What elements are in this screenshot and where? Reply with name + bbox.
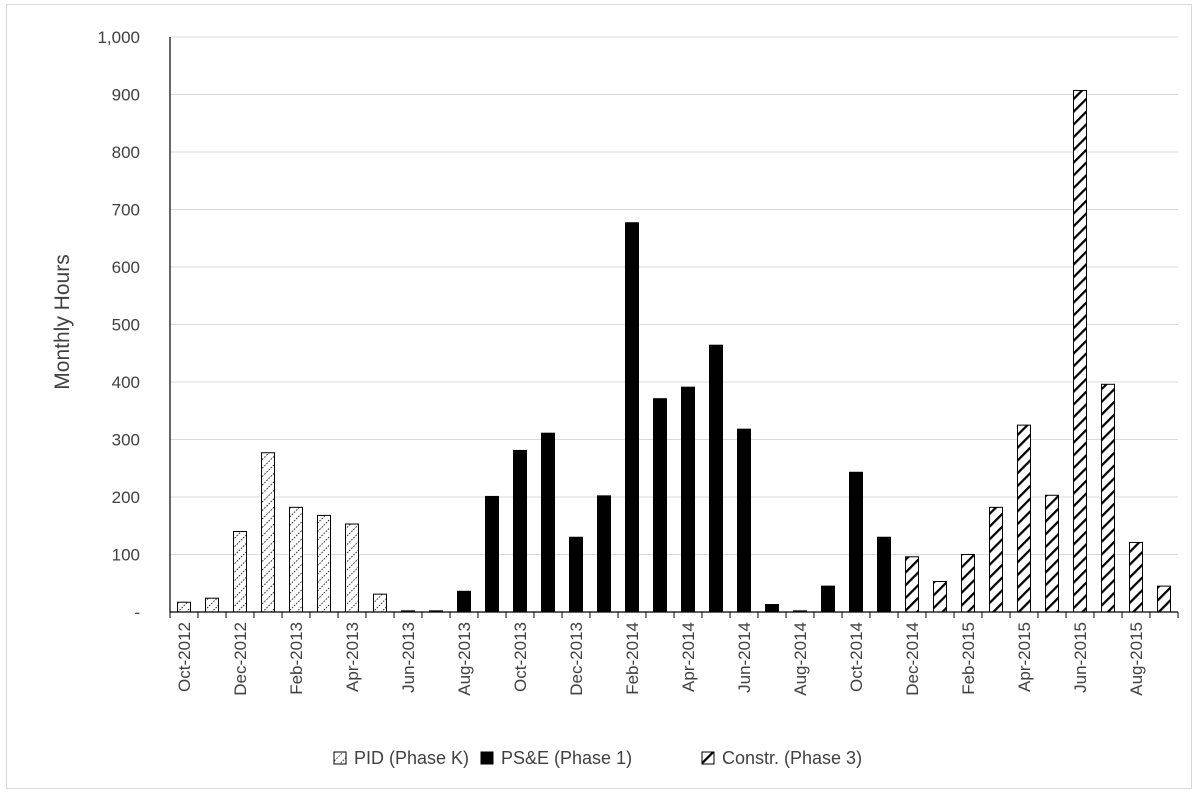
x-tick-label: Oct-2014 — [847, 622, 866, 692]
bar-pid-phase-k — [373, 593, 387, 613]
bar-ps-e-phase-1 — [597, 495, 611, 613]
bar-ps-e-phase-1 — [653, 398, 667, 613]
legend-swatch — [701, 751, 715, 765]
bar-pid-phase-k — [177, 601, 191, 613]
x-tick-label: Oct-2012 — [175, 622, 194, 692]
bars — [177, 89, 1171, 613]
bar-constr-phase-3 — [1017, 424, 1031, 613]
bar-constr-phase-3 — [905, 556, 919, 613]
x-tick-label: Jun-2015 — [1071, 622, 1090, 693]
legend-label: PID (Phase K) — [354, 748, 469, 768]
bar-ps-e-phase-1 — [849, 471, 863, 613]
gridlines — [170, 36, 1178, 555]
bar-pid-phase-k — [345, 523, 359, 613]
x-tick-labels: Oct-2012 Dec-2012 Feb-2013 Apr-2013 Jun-2013… — [175, 622, 1146, 696]
bar-ps-e-phase-1 — [821, 585, 835, 613]
y-tick-label: 900 — [112, 86, 140, 105]
y-tick-labels: - 100 200 300 400 500 600 700 800 900 1,000 — [97, 28, 140, 622]
x-tick-label: Feb-2013 — [287, 622, 306, 695]
y-tick-label: 800 — [112, 143, 140, 162]
x-tick-label: Jun-2014 — [735, 622, 754, 693]
x-tick-label: Oct-2013 — [511, 622, 530, 692]
x-tick-label: Dec-2013 — [567, 622, 586, 696]
legend-label: PS&E (Phase 1) — [501, 748, 632, 768]
x-tick-label: Feb-2015 — [959, 622, 978, 695]
y-tick-label: 700 — [112, 201, 140, 220]
bar-pid-phase-k — [205, 597, 219, 613]
legend-label: Constr. (Phase 3) — [722, 748, 862, 768]
legend-swatch — [333, 751, 347, 765]
bar-ps-e-phase-1 — [569, 536, 583, 613]
bar-pid-phase-k — [317, 514, 331, 613]
x-tick-label: Apr-2014 — [679, 622, 698, 692]
y-tick-label: 300 — [112, 431, 140, 450]
x-tick-label: Dec-2014 — [903, 622, 922, 696]
x-tick-label: Jun-2013 — [399, 622, 418, 693]
x-tick-label: Apr-2013 — [343, 622, 362, 692]
bar-pid-phase-k — [233, 531, 247, 613]
y-tick-label: 600 — [112, 258, 140, 277]
bar-constr-phase-3 — [1045, 494, 1059, 613]
bar-ps-e-phase-1 — [681, 386, 695, 613]
y-tick-label: - — [134, 603, 140, 622]
legend-swatch — [480, 751, 494, 765]
axes — [169, 37, 1179, 618]
bar-pid-phase-k — [261, 452, 275, 613]
bar-ps-e-phase-1 — [457, 590, 471, 613]
y-tick-label: 400 — [112, 373, 140, 392]
y-tick-label: 1,000 — [97, 28, 140, 47]
y-axis-title: Monthly Hours — [51, 254, 74, 389]
bar-constr-phase-3 — [961, 554, 975, 613]
bar-ps-e-phase-1 — [877, 536, 891, 613]
legend: PID (Phase K) PS&E (Phase 1) Constr. (Phas… — [333, 748, 862, 768]
chart-frame — [6, 4, 1192, 789]
bar-constr-phase-3 — [989, 506, 1003, 613]
x-tick-label: Apr-2015 — [1015, 622, 1034, 692]
bar-constr-phase-3 — [933, 581, 947, 613]
bar-ps-e-phase-1 — [485, 495, 499, 613]
bar-ps-e-phase-1 — [765, 604, 779, 613]
y-tick-label: 500 — [112, 316, 140, 335]
x-tick-label: Aug-2014 — [791, 622, 810, 696]
bar-constr-phase-3 — [1157, 585, 1171, 613]
bar-constr-phase-3 — [1073, 89, 1087, 613]
bar-ps-e-phase-1 — [541, 432, 555, 613]
bar-constr-phase-3 — [1101, 383, 1115, 613]
x-tick-label: Feb-2014 — [623, 622, 642, 695]
x-tick-label: Aug-2015 — [1127, 622, 1146, 696]
bar-ps-e-phase-1 — [737, 428, 751, 613]
y-tick-label: 100 — [112, 546, 140, 565]
x-tick-label: Aug-2013 — [455, 622, 474, 696]
bar-constr-phase-3 — [1129, 541, 1143, 613]
x-tick-label: Dec-2012 — [231, 622, 250, 696]
y-tick-label: 200 — [112, 488, 140, 507]
bar-pid-phase-k — [289, 506, 303, 613]
bar-ps-e-phase-1 — [513, 449, 527, 613]
bar-ps-e-phase-1 — [625, 222, 639, 613]
bar-ps-e-phase-1 — [709, 344, 723, 613]
